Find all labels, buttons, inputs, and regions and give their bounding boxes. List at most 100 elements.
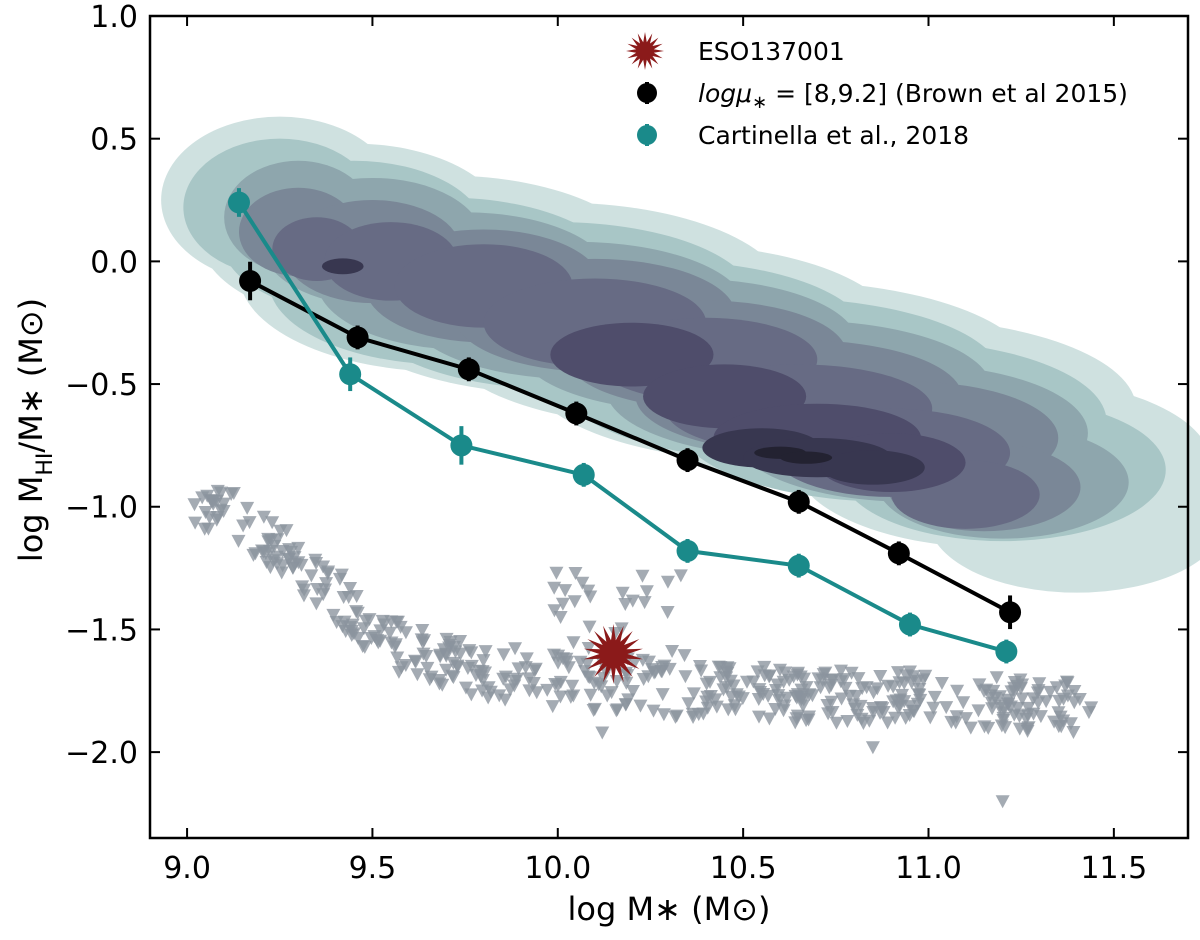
data-point [450,434,473,457]
upper-limit-triangle [677,649,692,663]
upper-limit-triangle [796,672,811,686]
upper-limit-triangle [729,688,744,702]
upper-limit-triangle [721,703,736,717]
upper-limit-triangle [971,704,986,718]
upper-limit-triangle [460,662,475,676]
upper-limit-triangle [1063,717,1078,731]
upper-limit-triangle [897,695,912,709]
upper-limit-triangle [284,545,299,559]
upper-limit-triangle [772,663,787,677]
upper-limit-triangle [540,683,555,697]
upper-limit-triangle [458,681,473,695]
upper-limit-triangle [880,716,895,730]
upper-limit-triangle [862,714,877,728]
upper-limit-triangle [656,708,671,722]
data-point [898,613,921,636]
upper-limit-triangle [475,674,490,688]
upper-limit-triangle [825,705,840,719]
upper-limit-triangle [595,726,610,740]
upper-limit-triangle [776,704,791,718]
upper-limit-triangle [625,594,640,608]
upper-limit-triangle [633,699,648,713]
upper-limit-triangle [209,513,224,527]
upper-limit-triangle [647,666,662,680]
upper-limit-triangle [420,661,435,675]
upper-limit-triangle [522,684,537,698]
upper-limit-triangle [198,506,213,520]
series-points [227,188,1022,684]
upper-limit-triangle [582,620,597,634]
upper-limit-triangle [242,516,257,530]
upper-limit-triangle [319,577,334,591]
upper-limit-triangle [1039,695,1054,709]
data-point [565,402,588,425]
upper-limit-triangle [304,569,319,583]
upper-limit-triangle [422,673,437,687]
upper-limit-triangle [751,693,766,707]
upper-limit-triangle [446,671,461,685]
upper-limit-triangle [600,689,615,703]
data-point [887,542,910,565]
upper-limit-triangle [575,576,590,590]
upper-limit-triangle [410,668,425,682]
upper-limit-triangle [309,597,324,611]
series-line-1 [249,279,1011,615]
data-point [995,640,1018,663]
upper-limit-triangle [566,689,581,703]
upper-limit-triangle [769,683,784,697]
upper-limit-triangle [344,624,359,638]
contour-peak [321,258,364,275]
upper-limit-triangle [335,620,350,634]
upper-limit-triangle [1072,692,1087,706]
upper-limit-triangle [762,670,777,684]
upper-limit-triangle [555,597,570,611]
y-tick-label: −0.5 [65,368,138,403]
upper-limit-triangle [761,689,776,703]
upper-limit-triangle [910,697,925,711]
upper-limit-triangle [1067,696,1082,710]
upper-limit-triangle [768,703,783,717]
upper-limit-triangle [865,741,880,755]
upper-limit-triangle [343,582,358,596]
upper-limit-triangle [214,486,229,500]
eso137001-marker [583,624,643,684]
upper-limit-triangle [833,664,848,678]
upper-limit-triangle [291,556,306,570]
upper-limit-triangle [614,622,629,636]
data-point [787,554,810,577]
upper-limit-triangle [549,566,564,580]
upper-limit-triangle [1015,692,1030,706]
x-axis-label: log M∗ (M⊙) [568,890,771,928]
upper-limit-triangle [888,711,903,725]
upper-limit-triangle [547,604,562,618]
data-point [227,191,250,214]
x-tick-label: 10.0 [524,851,591,886]
legend-marker-cartinella [637,124,657,146]
upper-limit-triangle [496,648,511,662]
upper-limit-triangle [279,524,294,538]
upper-limit-triangle [478,645,493,659]
legend-label-brown: logμ∗ = [8,9.2] (Brown et al 2015) [698,79,1128,113]
upper-limit-triangle [851,672,866,686]
upper-limit-triangle [789,712,804,726]
upper-limit-triangle [275,545,290,559]
upper-limit-triangle [464,646,479,660]
upper-limit-triangle [332,572,347,586]
upper-limit-triangle [840,715,855,729]
upper-limit-triangle [1010,701,1025,715]
upper-limit-triangle [873,706,888,720]
upper-limit-triangle [187,498,202,512]
upper-limit-triangle [1049,681,1064,695]
upper-limit-triangle [567,595,582,609]
upper-limit-triangle [511,662,526,676]
upper-limit-triangle [627,656,642,670]
upper-limit-triangle [986,684,1001,698]
plot-frame [148,14,1190,840]
upper-limit-triangle [934,677,949,691]
upper-limit-triangle [753,686,768,700]
upper-limit-triangle [790,688,805,702]
upper-limit-triangle [553,675,568,689]
upper-limit-triangle [248,547,263,561]
upper-limit-triangle [892,676,907,690]
upper-limit-triangle [685,707,700,721]
